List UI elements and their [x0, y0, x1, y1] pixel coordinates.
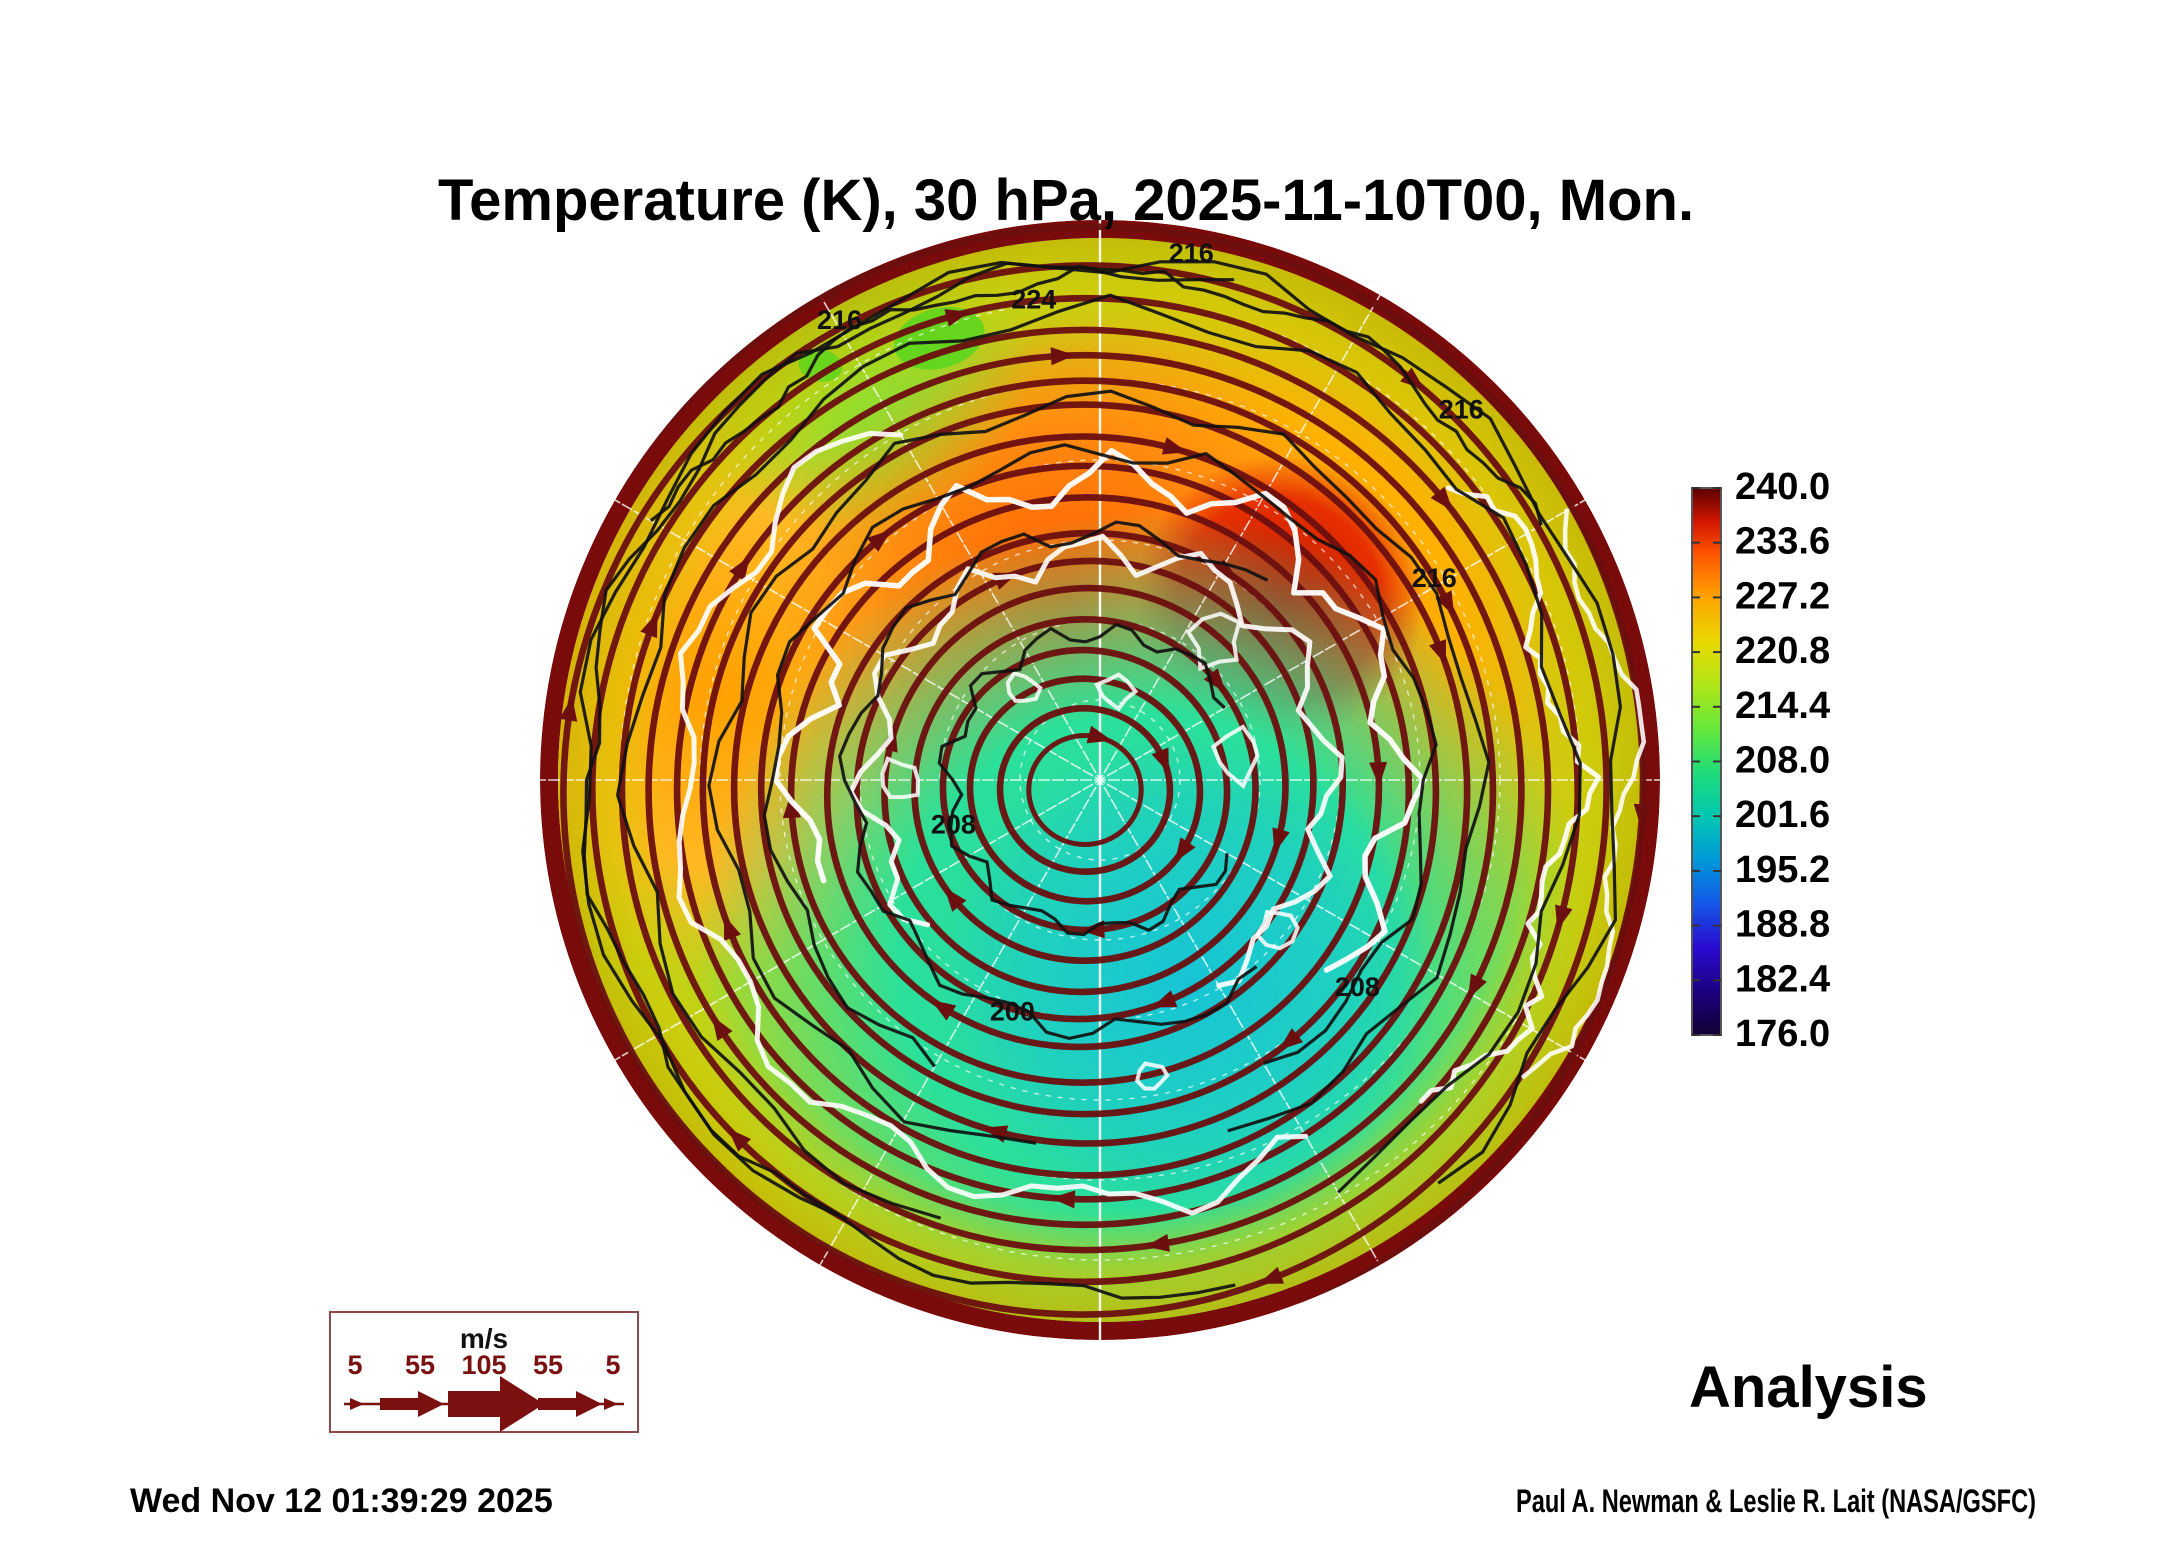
- svg-text:55: 55: [405, 1350, 435, 1380]
- svg-text:Temperature (K), 30 hPa, 2025-: Temperature (K), 30 hPa, 2025-11-10T00, …: [438, 168, 1694, 233]
- svg-text:201.6: 201.6: [1735, 794, 1830, 836]
- svg-text:224: 224: [1011, 285, 1056, 315]
- svg-text:Paul A. Newman & Leslie R. Lai: Paul A. Newman & Leslie R. Lait (NASA/GS…: [1516, 1483, 2036, 1519]
- svg-text:216: 216: [1412, 563, 1457, 593]
- svg-text:240.0: 240.0: [1735, 466, 1830, 508]
- svg-text:195.2: 195.2: [1735, 849, 1830, 891]
- svg-text:Analysis: Analysis: [1689, 1355, 1928, 1420]
- svg-text:208: 208: [1335, 972, 1380, 1002]
- svg-text:227.2: 227.2: [1735, 575, 1830, 617]
- svg-text:5: 5: [605, 1350, 620, 1380]
- svg-text:176.0: 176.0: [1735, 1013, 1830, 1055]
- svg-text:233.6: 233.6: [1735, 521, 1830, 563]
- svg-text:200: 200: [990, 997, 1035, 1027]
- svg-text:55: 55: [533, 1350, 563, 1380]
- svg-text:182.4: 182.4: [1735, 958, 1830, 1000]
- svg-text:Wed Nov 12 01:39:29 2025: Wed Nov 12 01:39:29 2025: [130, 1482, 553, 1520]
- svg-text:216: 216: [1439, 395, 1484, 425]
- svg-text:216: 216: [1169, 238, 1214, 268]
- svg-text:105: 105: [461, 1350, 506, 1380]
- svg-text:220.8: 220.8: [1735, 630, 1830, 672]
- svg-text:208: 208: [931, 809, 976, 839]
- svg-text:208.0: 208.0: [1735, 740, 1830, 782]
- svg-text:188.8: 188.8: [1735, 904, 1830, 946]
- svg-text:5: 5: [347, 1350, 362, 1380]
- svg-text:214.4: 214.4: [1735, 685, 1830, 727]
- svg-text:216: 216: [817, 305, 862, 335]
